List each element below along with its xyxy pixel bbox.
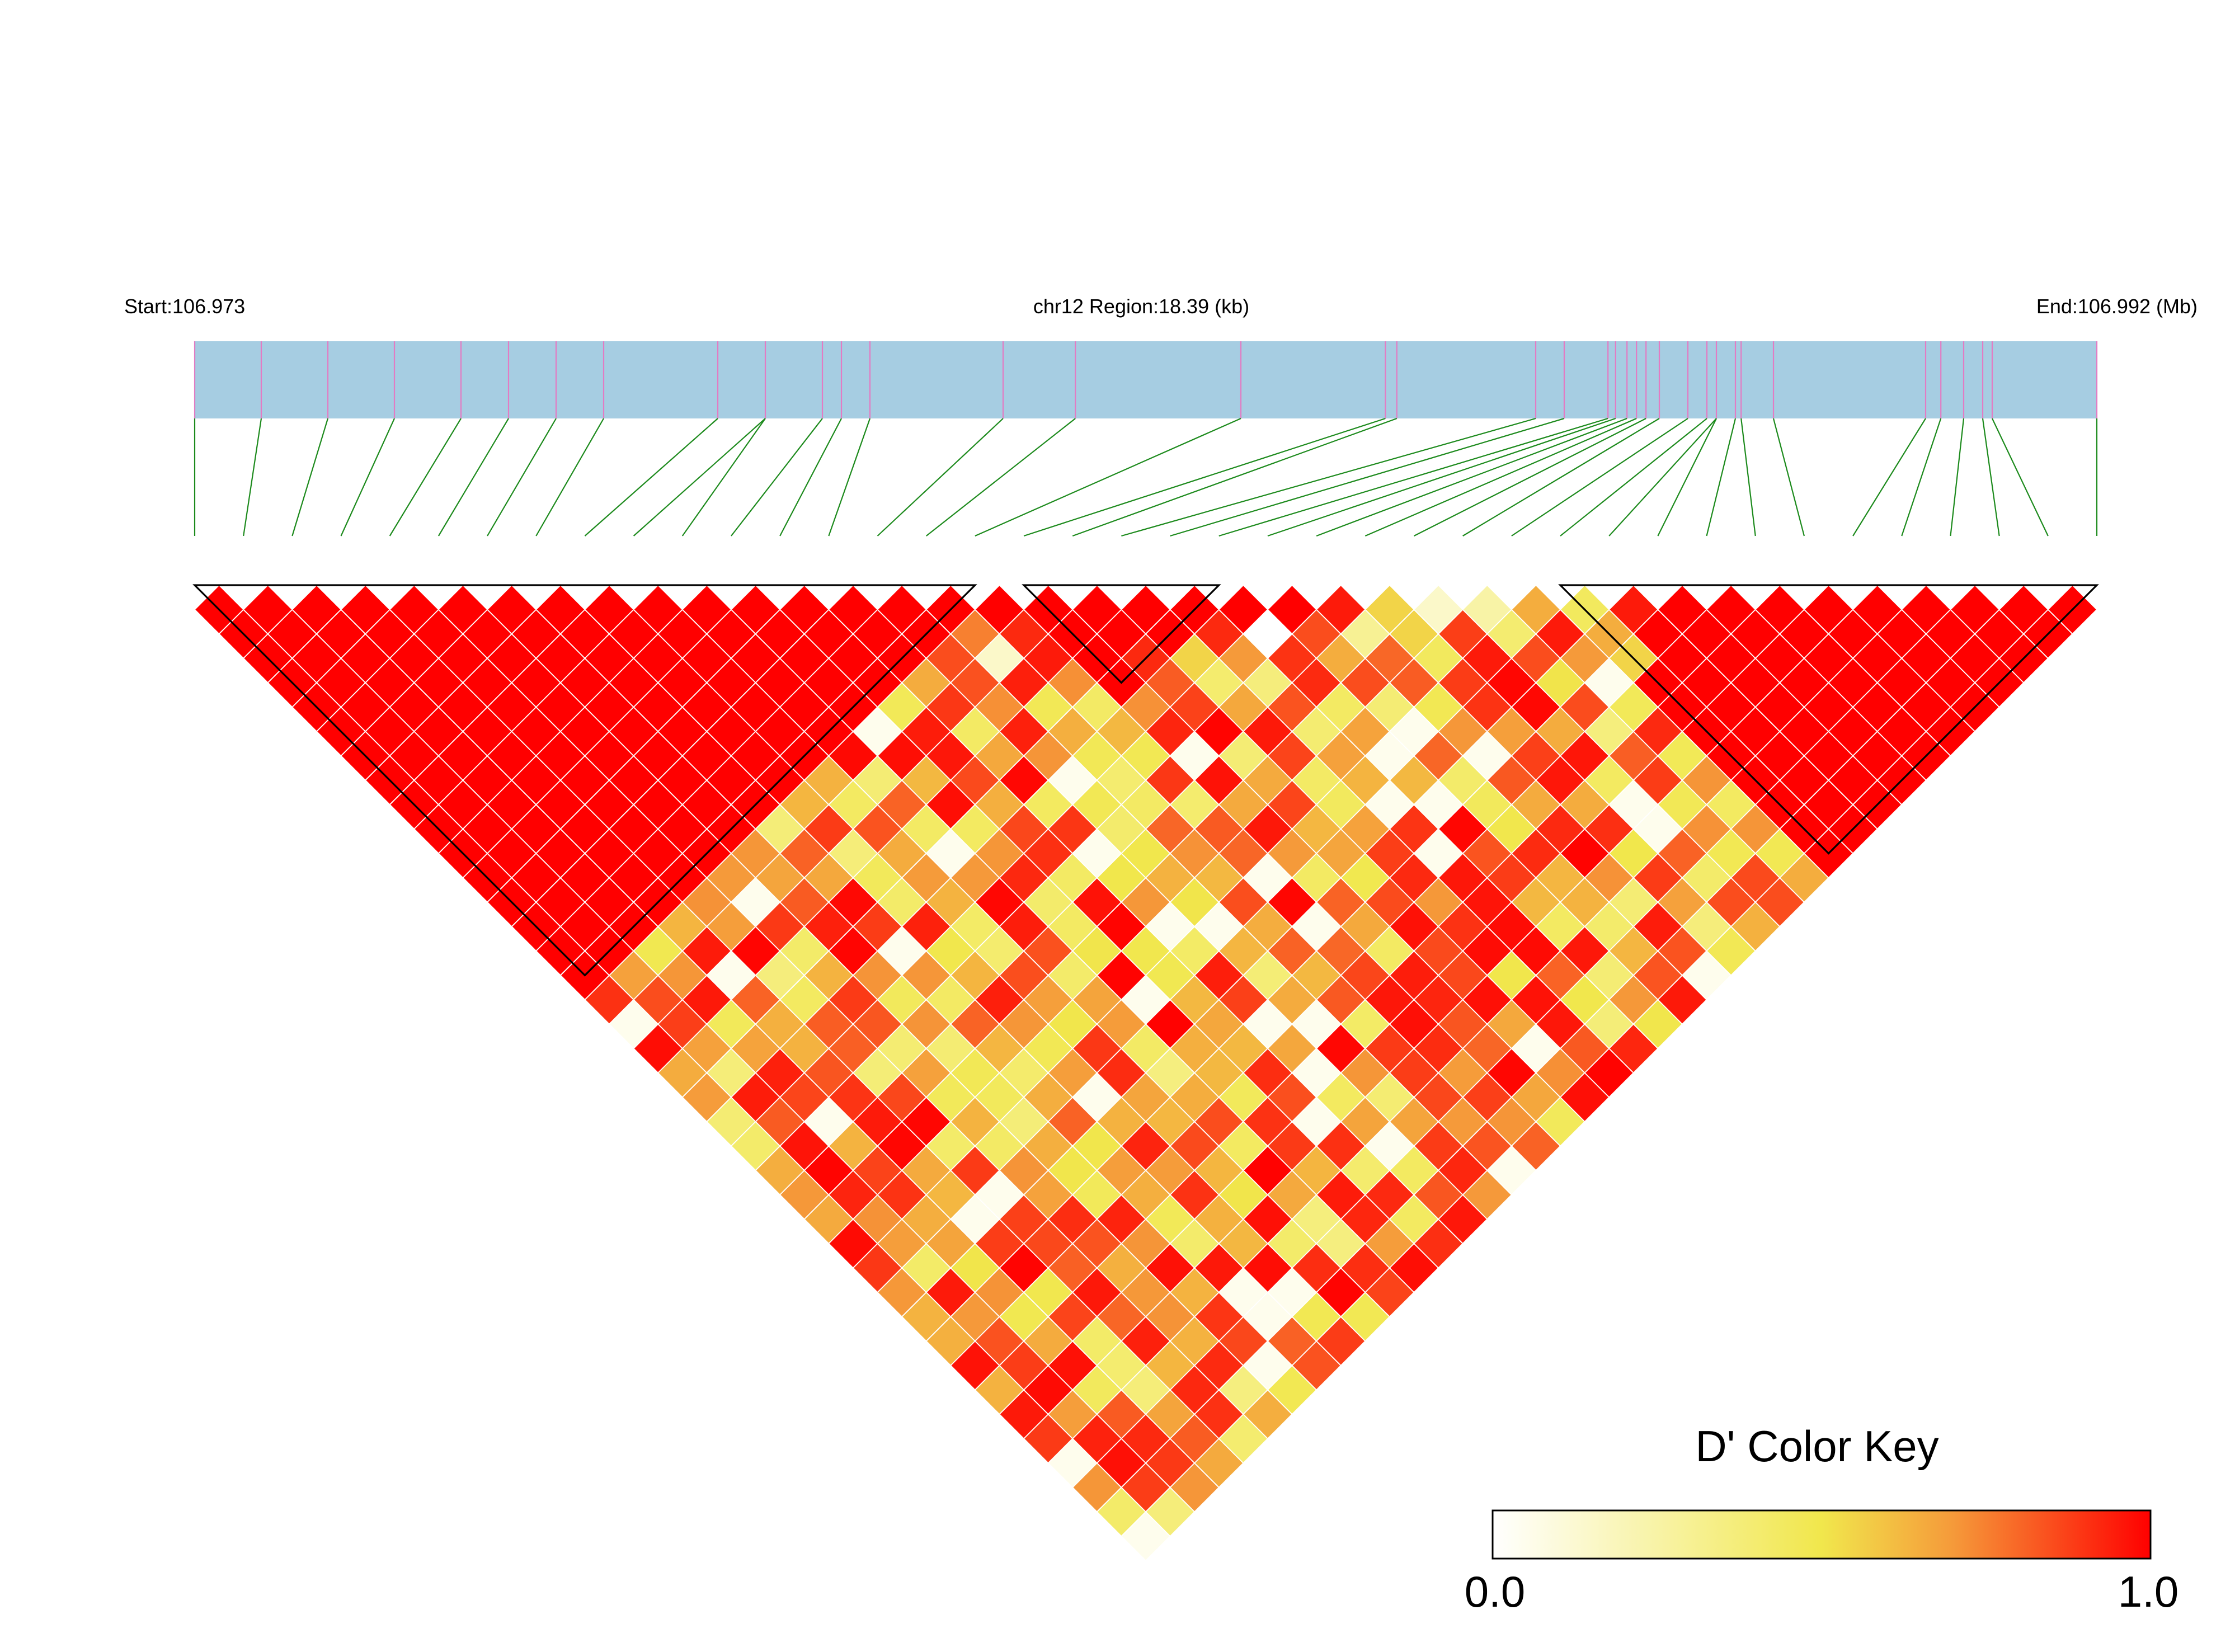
snp-connector <box>1121 417 1536 537</box>
snp-connector <box>1901 418 1942 536</box>
snp-connector <box>877 418 1004 536</box>
snp-connector <box>1706 418 1737 536</box>
haplotype-block-outline <box>1558 584 2099 855</box>
snp-connector <box>779 418 842 536</box>
color-key-gradient-bar <box>1491 1509 2152 1560</box>
snp-connector <box>828 418 871 536</box>
snp-connector <box>681 418 766 536</box>
snp-connector <box>1992 418 2049 536</box>
snp-connector <box>1852 418 1926 536</box>
snp-connector <box>389 418 462 536</box>
snp-connector <box>291 418 329 536</box>
region-label: chr12 Region:18.39 (kb) <box>1033 295 1249 318</box>
chromosome-region-track <box>195 341 2097 418</box>
color-key-title: D' Color Key <box>1695 1422 1938 1471</box>
color-key-min-label: 0.0 <box>1465 1567 1525 1616</box>
snp-connector <box>1072 417 1398 537</box>
snp-connector <box>243 418 262 536</box>
snp-connector <box>1267 417 1616 537</box>
ld-heatmap <box>194 584 2098 1561</box>
snp-connector <box>1023 417 1386 537</box>
snp-connector <box>1608 418 1717 536</box>
snp-position-marks <box>194 341 2098 418</box>
color-key: D' Color Key 0.0 1.0 <box>1465 1422 2178 1616</box>
snp-connector <box>1170 417 1565 537</box>
snp-connector <box>1413 418 1646 536</box>
snp-connector <box>633 418 766 536</box>
snp-connector <box>1364 417 1637 537</box>
snp-connector <box>731 418 823 536</box>
haplotype-block-outline <box>1022 584 1221 684</box>
snp-connector <box>1462 418 1660 536</box>
haplotype-block-outline <box>192 584 977 977</box>
snp-connector <box>437 418 509 536</box>
snp-connector <box>535 418 604 536</box>
snp-connector <box>1560 418 1707 536</box>
snp-connector <box>1772 418 1805 536</box>
snp-connector <box>584 418 718 536</box>
snp-connector <box>1657 418 1717 536</box>
snp-connector <box>1316 417 1627 537</box>
snp-connector <box>926 418 1076 536</box>
snp-connector <box>340 418 396 536</box>
snp-connector <box>1218 417 1608 537</box>
header-labels: Start:106.973 chr12 Region:18.39 (kb) En… <box>124 295 2198 318</box>
snp-connector <box>975 417 1241 537</box>
haplotype-block-outlines <box>192 584 2099 977</box>
snp-connector <box>1740 418 1756 536</box>
start-label: Start:106.973 <box>124 295 245 318</box>
color-key-max-label: 1.0 <box>2118 1567 2178 1616</box>
snp-connector <box>1982 418 2000 536</box>
end-label: End:106.992 (Mb) <box>2036 295 2198 318</box>
snp-connector <box>1950 418 1965 536</box>
snp-connector <box>487 418 557 536</box>
snp-connector-lines <box>194 417 2098 537</box>
snp-connector <box>1511 418 1688 536</box>
